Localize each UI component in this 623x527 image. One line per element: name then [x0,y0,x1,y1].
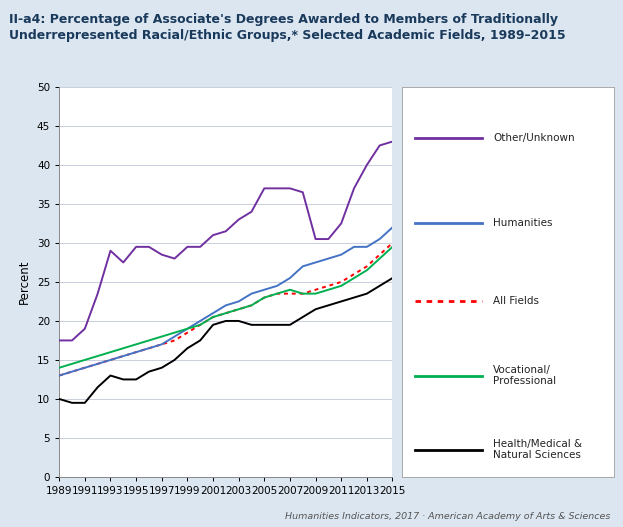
Y-axis label: Percent: Percent [18,260,31,304]
Text: Vocational/
Professional: Vocational/ Professional [493,365,556,386]
Text: Humanities: Humanities [493,219,553,228]
Text: Health/Medical &
Natural Sciences: Health/Medical & Natural Sciences [493,439,582,461]
Text: All Fields: All Fields [493,297,539,306]
Text: II-a4: Percentage of Associate's Degrees Awarded to Members of Traditionally: II-a4: Percentage of Associate's Degrees… [9,13,558,26]
Text: Other/Unknown: Other/Unknown [493,133,574,143]
Text: Humanities Indicators, 2017 · American Academy of Arts & Sciences: Humanities Indicators, 2017 · American A… [285,512,611,521]
Text: Underrepresented Racial/Ethnic Groups,* Selected Academic Fields, 1989–2015: Underrepresented Racial/Ethnic Groups,* … [9,29,566,42]
